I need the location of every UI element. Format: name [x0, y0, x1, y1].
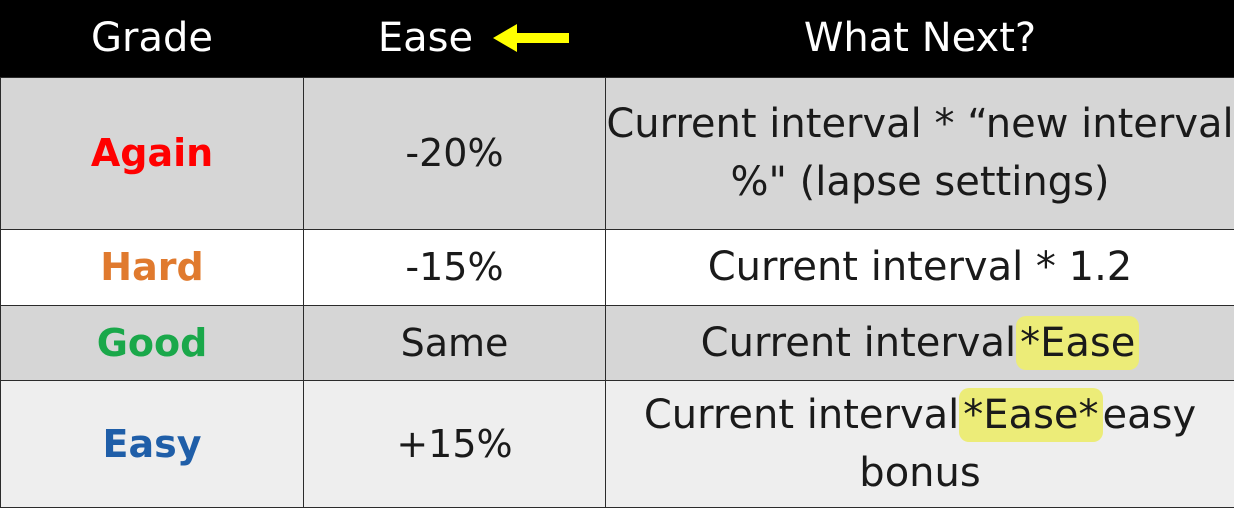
- next-again-line1: Current interval * “new interval: [606, 101, 1233, 147]
- grade-cell: Good: [1, 305, 304, 380]
- next-cell: Current interval*Ease*easy bonus: [606, 380, 1234, 507]
- next-cell: Current interval * 1.2: [606, 229, 1234, 305]
- grade-cell: Easy: [1, 380, 304, 507]
- next-good-highlight: *Ease: [1016, 316, 1139, 370]
- ease-cell: -15%: [304, 229, 606, 305]
- grade-cell: Hard: [1, 229, 304, 305]
- table-header-row: Grade Ease What Next?: [1, 0, 1234, 77]
- next-cell: Current interval*Ease: [606, 305, 1234, 380]
- ease-easy: +15%: [396, 422, 512, 466]
- table-row-again: Again -20% Current interval * “new inter…: [1, 77, 1234, 229]
- header-ease-cell: Ease: [304, 0, 606, 77]
- next-cell: Current interval * “new interval %" (lap…: [606, 77, 1234, 229]
- next-again-line2: %" (lapse settings): [730, 159, 1109, 205]
- ease-again: -20%: [405, 131, 503, 175]
- next-easy-prefix: Current interval: [644, 392, 959, 438]
- table-row-easy: Easy +15% Current interval*Ease*easy bon…: [1, 380, 1234, 507]
- table-row-hard: Hard -15% Current interval * 1.2: [1, 229, 1234, 305]
- table-row-good: Good Same Current interval*Ease: [1, 305, 1234, 380]
- ease-cell: Same: [304, 305, 606, 380]
- ease-cell: -20%: [304, 77, 606, 229]
- grade-cell: Again: [1, 77, 304, 229]
- grade-good: Good: [97, 321, 208, 365]
- ease-hard: -15%: [405, 245, 503, 289]
- grade-easy: Easy: [103, 422, 202, 466]
- next-easy-line2: bonus: [859, 450, 980, 496]
- header-what-next: What Next?: [606, 0, 1234, 77]
- ease-good: Same: [401, 321, 509, 365]
- next-hard: Current interval * 1.2: [708, 244, 1133, 290]
- grade-again: Again: [91, 131, 213, 175]
- ease-cell: +15%: [304, 380, 606, 507]
- left-arrow-icon: [493, 23, 571, 53]
- grade-hard: Hard: [100, 245, 203, 289]
- next-good-prefix: Current interval: [701, 320, 1016, 366]
- header-ease: Ease: [378, 15, 473, 61]
- header-grade: Grade: [1, 0, 304, 77]
- next-easy-suffix: easy: [1103, 392, 1197, 438]
- next-easy-highlight: *Ease*: [959, 388, 1102, 442]
